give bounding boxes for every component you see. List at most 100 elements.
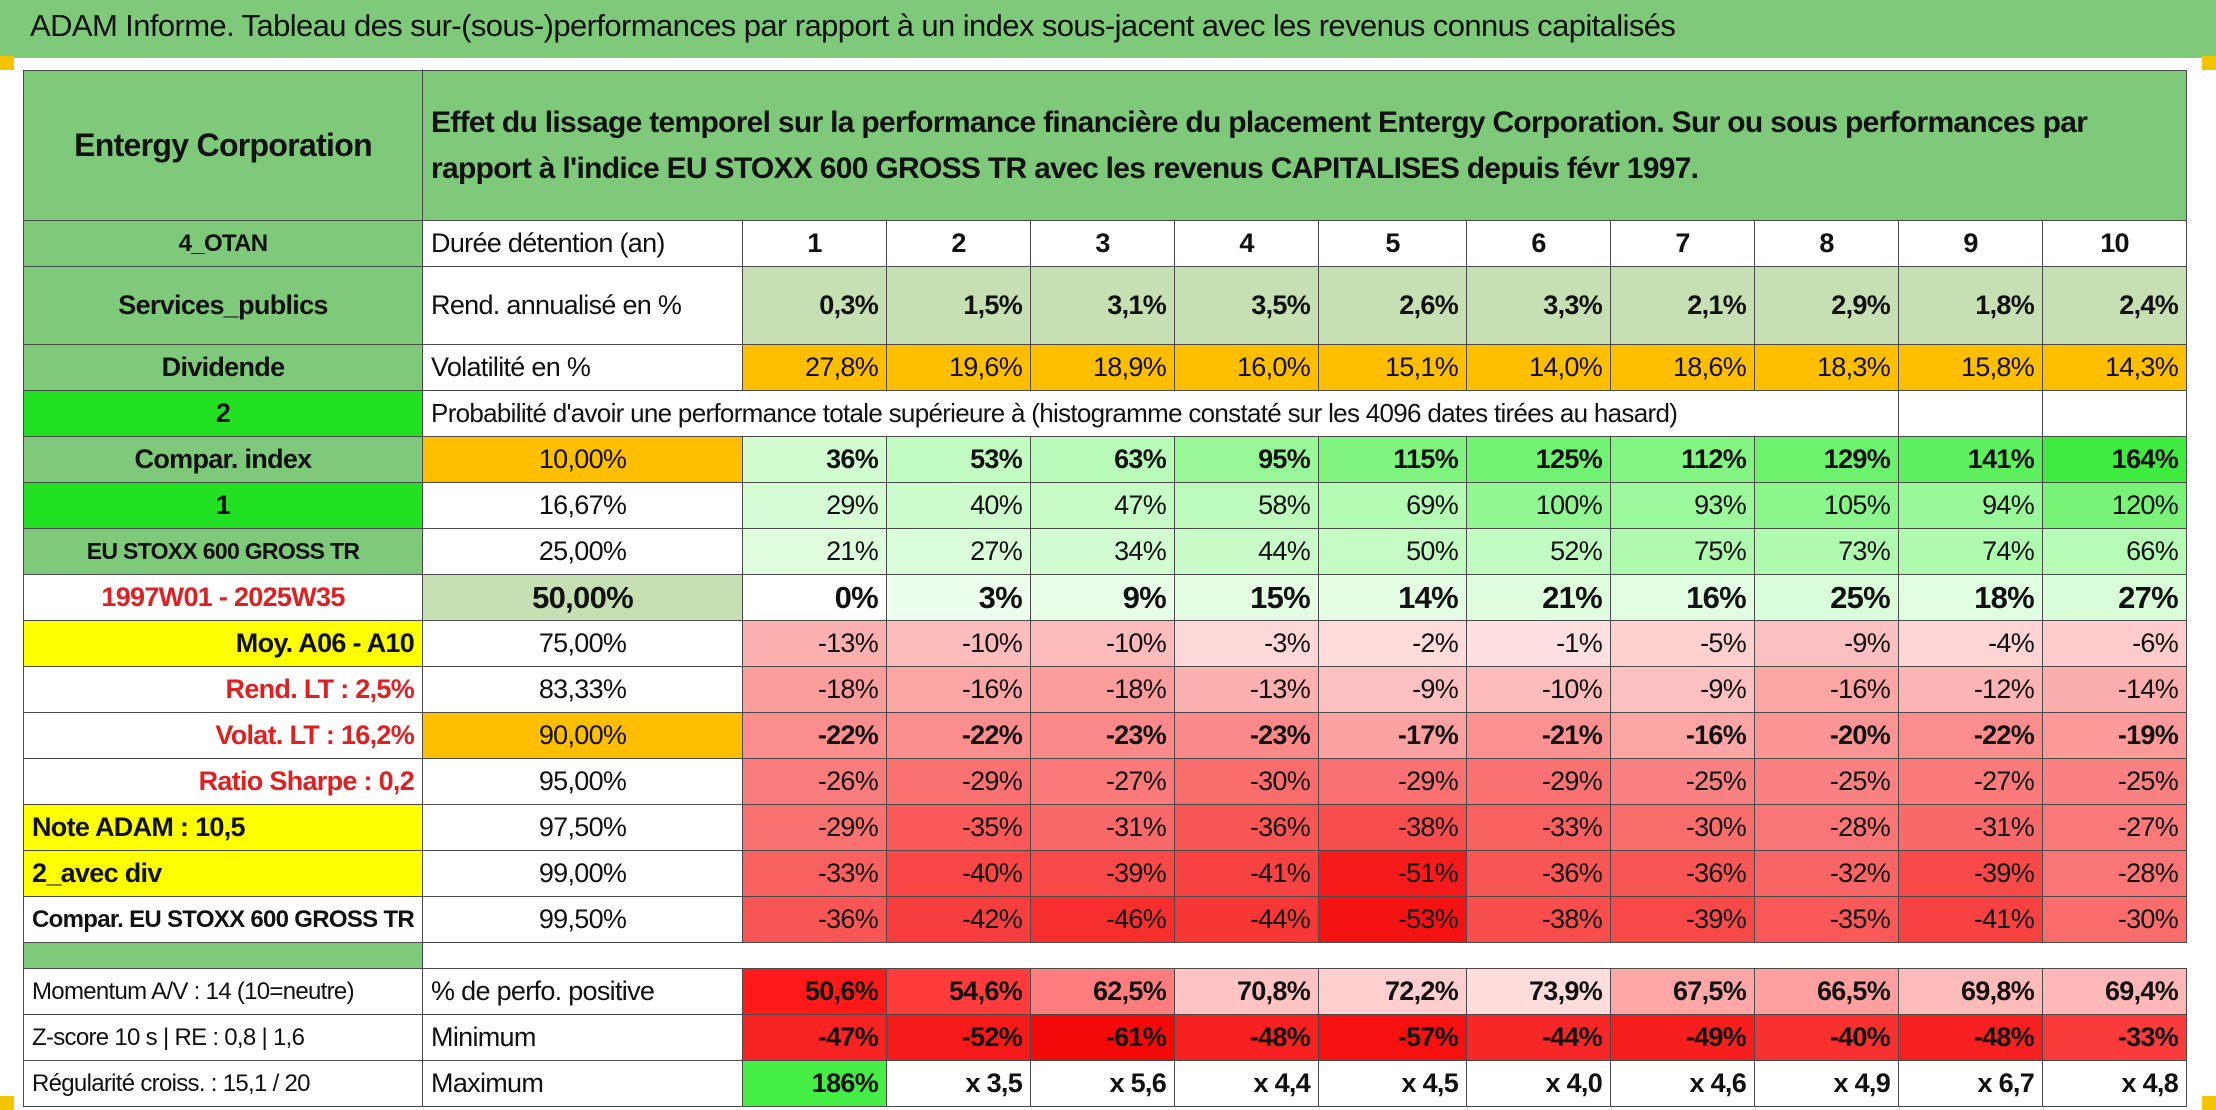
percentile-cell: -30% [2042,896,2188,943]
max-label: Maximum [422,1060,744,1107]
percentile-cell: 18% [1898,574,2044,621]
percentile-cell: 3% [886,574,1032,621]
percentile-cell: 40% [886,482,1032,529]
percentile-cell: -10% [1466,666,1612,713]
rend-value: 3,1% [1030,266,1176,345]
percentile-cell: -5% [1610,620,1756,667]
max-value: x 4,5 [1318,1060,1468,1107]
proba-label: Probabilité d'avoir une performance tota… [422,390,1900,437]
percentile-cell: 100% [1466,482,1612,529]
performance-table: Entergy Corporation Effet du lissage temp… [22,70,2188,1107]
min-value: -47% [742,1014,888,1061]
percentile-cell: 16% [1610,574,1756,621]
year-header: 4 [1174,220,1320,267]
company-name: Entergy Corporation [22,70,424,221]
percentile-cell: 21% [1466,574,1612,621]
percentile-cell: 141% [1898,436,2044,483]
rend-value: 1,8% [1898,266,2044,345]
percentile-cell: -36% [1610,850,1756,897]
percentile-cell: 9% [1030,574,1176,621]
percentile-cell: 50% [1318,528,1468,575]
report-title: ADAM Informe. Tableau des sur-(sous-)per… [30,8,1676,43]
index-name: EU STOXX 600 GROSS TR [22,528,424,575]
min-value: -44% [1466,1014,1612,1061]
percentile-cell: -39% [1030,850,1176,897]
rend-value: 2,6% [1318,266,1468,345]
percentile-cell: -28% [1754,804,1900,851]
period-label: 1997W01 - 2025W35 [22,574,424,621]
percentile-cell: -38% [1466,896,1612,943]
percentile-cell: 53% [886,436,1032,483]
percentile-cell: 69% [1318,482,1468,529]
percentile-value: 16,67% [422,482,744,529]
percentile-cell: 115% [1318,436,1468,483]
percentile-cell: -1% [1466,620,1612,667]
percentile-cell: -10% [1030,620,1176,667]
pos-value: 69,8% [1898,968,2044,1015]
percentile-cell: -35% [1754,896,1900,943]
percentile-cell: -23% [1030,712,1176,759]
pos-value: 50,6% [742,968,888,1015]
rend-value: 1,5% [886,266,1032,345]
description-text: Effet du lissage temporel sur la perform… [422,70,2188,221]
corner-marker [0,1096,14,1110]
corner-marker [0,56,14,70]
rend-lt: Rend. LT : 2,5% [22,666,424,713]
min-value: -40% [1754,1014,1900,1061]
max-value: x 5,6 [1030,1060,1176,1107]
row-max: Régularité croiss. : 15,1 / 20 Maximum 186… [22,1060,2188,1107]
year-header: 1 [742,220,888,267]
percentile-cell: -41% [1174,850,1320,897]
percentile-cell: -23% [1174,712,1320,759]
percentile-cell: -22% [1898,712,2044,759]
percentile-value: 10,00% [422,436,744,483]
percentile-cell: -25% [1754,758,1900,805]
year-header: 8 [1754,220,1900,267]
percentile-cell: -6% [2042,620,2188,667]
rend-value: 2,1% [1610,266,1756,345]
volat-lt: Volat. LT : 16,2% [22,712,424,759]
vol-value: 18,9% [1030,344,1176,391]
percentile-value: 50,00% [422,574,744,621]
row-proba-title: 2 Probabilité d'avoir une performance tot… [22,390,2188,437]
moy-label: Moy. A06 - A10 [22,620,424,667]
blank-cell [1898,390,2044,437]
percentile-cell: -29% [1318,758,1468,805]
percentile-cell: -42% [886,896,1032,943]
vol-value: 16,0% [1174,344,1320,391]
percentile-cell: 0% [742,574,888,621]
header-row: Entergy Corporation Effet du lissage temp… [22,70,2188,221]
pos-value: 54,6% [886,968,1032,1015]
percentile-value: 90,00% [422,712,744,759]
max-value: x 4,8 [2042,1060,2188,1107]
percentile-row: Moy. A06 - A10 75,00% -13% -10% -10% -3% -2% -1… [22,620,2188,667]
max-value: x 3,5 [886,1060,1032,1107]
percentile-cell: 52% [1466,528,1612,575]
percentile-row: Rend. LT : 2,5% 83,33% -18% -16% -18% -13% -9%… [22,666,2188,713]
percentile-value: 99,50% [422,896,744,943]
percentile-row: Note ADAM : 10,5 97,50% -29% -35% -31% -36% -3… [22,804,2188,851]
percentile-cell: 95% [1174,436,1320,483]
spacer-green [22,942,424,969]
percentile-cell: 47% [1030,482,1176,529]
percentile-cell: -30% [1610,804,1756,851]
compar-index-label: Compar. index [22,436,424,483]
percentile-cell: -29% [886,758,1032,805]
percentile-cell: -25% [2042,758,2188,805]
rend-value: 2,4% [2042,266,2188,345]
percentile-cell: 44% [1174,528,1320,575]
min-value: -48% [1898,1014,2044,1061]
percentile-cell: -16% [1754,666,1900,713]
year-header: 5 [1318,220,1468,267]
percentile-cell: -3% [1174,620,1320,667]
vol-value: 19,6% [886,344,1032,391]
pos-value: 62,5% [1030,968,1176,1015]
year-header: 10 [2042,220,2188,267]
percentile-row: Ratio Sharpe : 0,2 95,00% -26% -29% -27% -30%… [22,758,2188,805]
percentile-cell: -30% [1174,758,1320,805]
vol-value: 18,3% [1754,344,1900,391]
regularite-label: Régularité croiss. : 15,1 / 20 [22,1060,424,1107]
min-value: -48% [1174,1014,1320,1061]
percentile-cell: -46% [1030,896,1176,943]
percentile-cell: 25% [1754,574,1900,621]
